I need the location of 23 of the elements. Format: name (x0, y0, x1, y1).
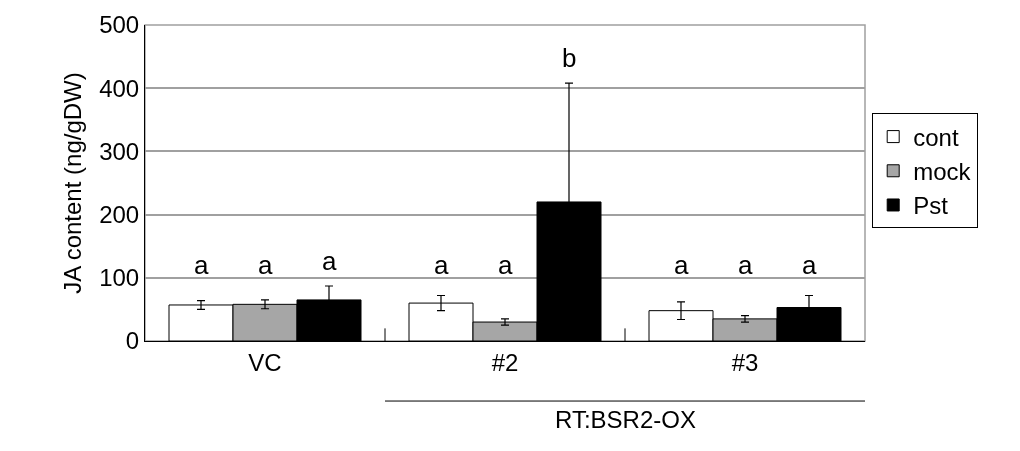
legend-label: cont (913, 123, 959, 151)
x-tick-label: #2 (491, 348, 519, 376)
y-tick-label: 0 (125, 327, 140, 355)
annotation: a (322, 246, 337, 276)
annotation: a (738, 250, 753, 280)
annotation: a (674, 250, 689, 280)
legend-label: Pst (913, 192, 949, 220)
y-axis-title: JA content (ng/gDW) (59, 72, 87, 294)
x-tick-label: #3 (731, 348, 759, 376)
annotation: a (802, 250, 817, 280)
y-tick-label: 300 (99, 137, 140, 165)
annotation: a (498, 250, 513, 280)
annotation: b (562, 43, 577, 73)
annotation: a (434, 250, 449, 280)
legend-label: mock (913, 158, 972, 186)
x-tick-label: VC (248, 348, 282, 376)
y-tick-label: 400 (99, 74, 140, 102)
y-tick-label: 500 (99, 11, 140, 39)
y-tick-label: 200 (99, 201, 140, 228)
text: RT:BSR2-OX (555, 406, 696, 433)
annotation: a (194, 250, 209, 280)
annotation: a (258, 250, 273, 280)
y-tick-label: 100 (99, 264, 140, 292)
